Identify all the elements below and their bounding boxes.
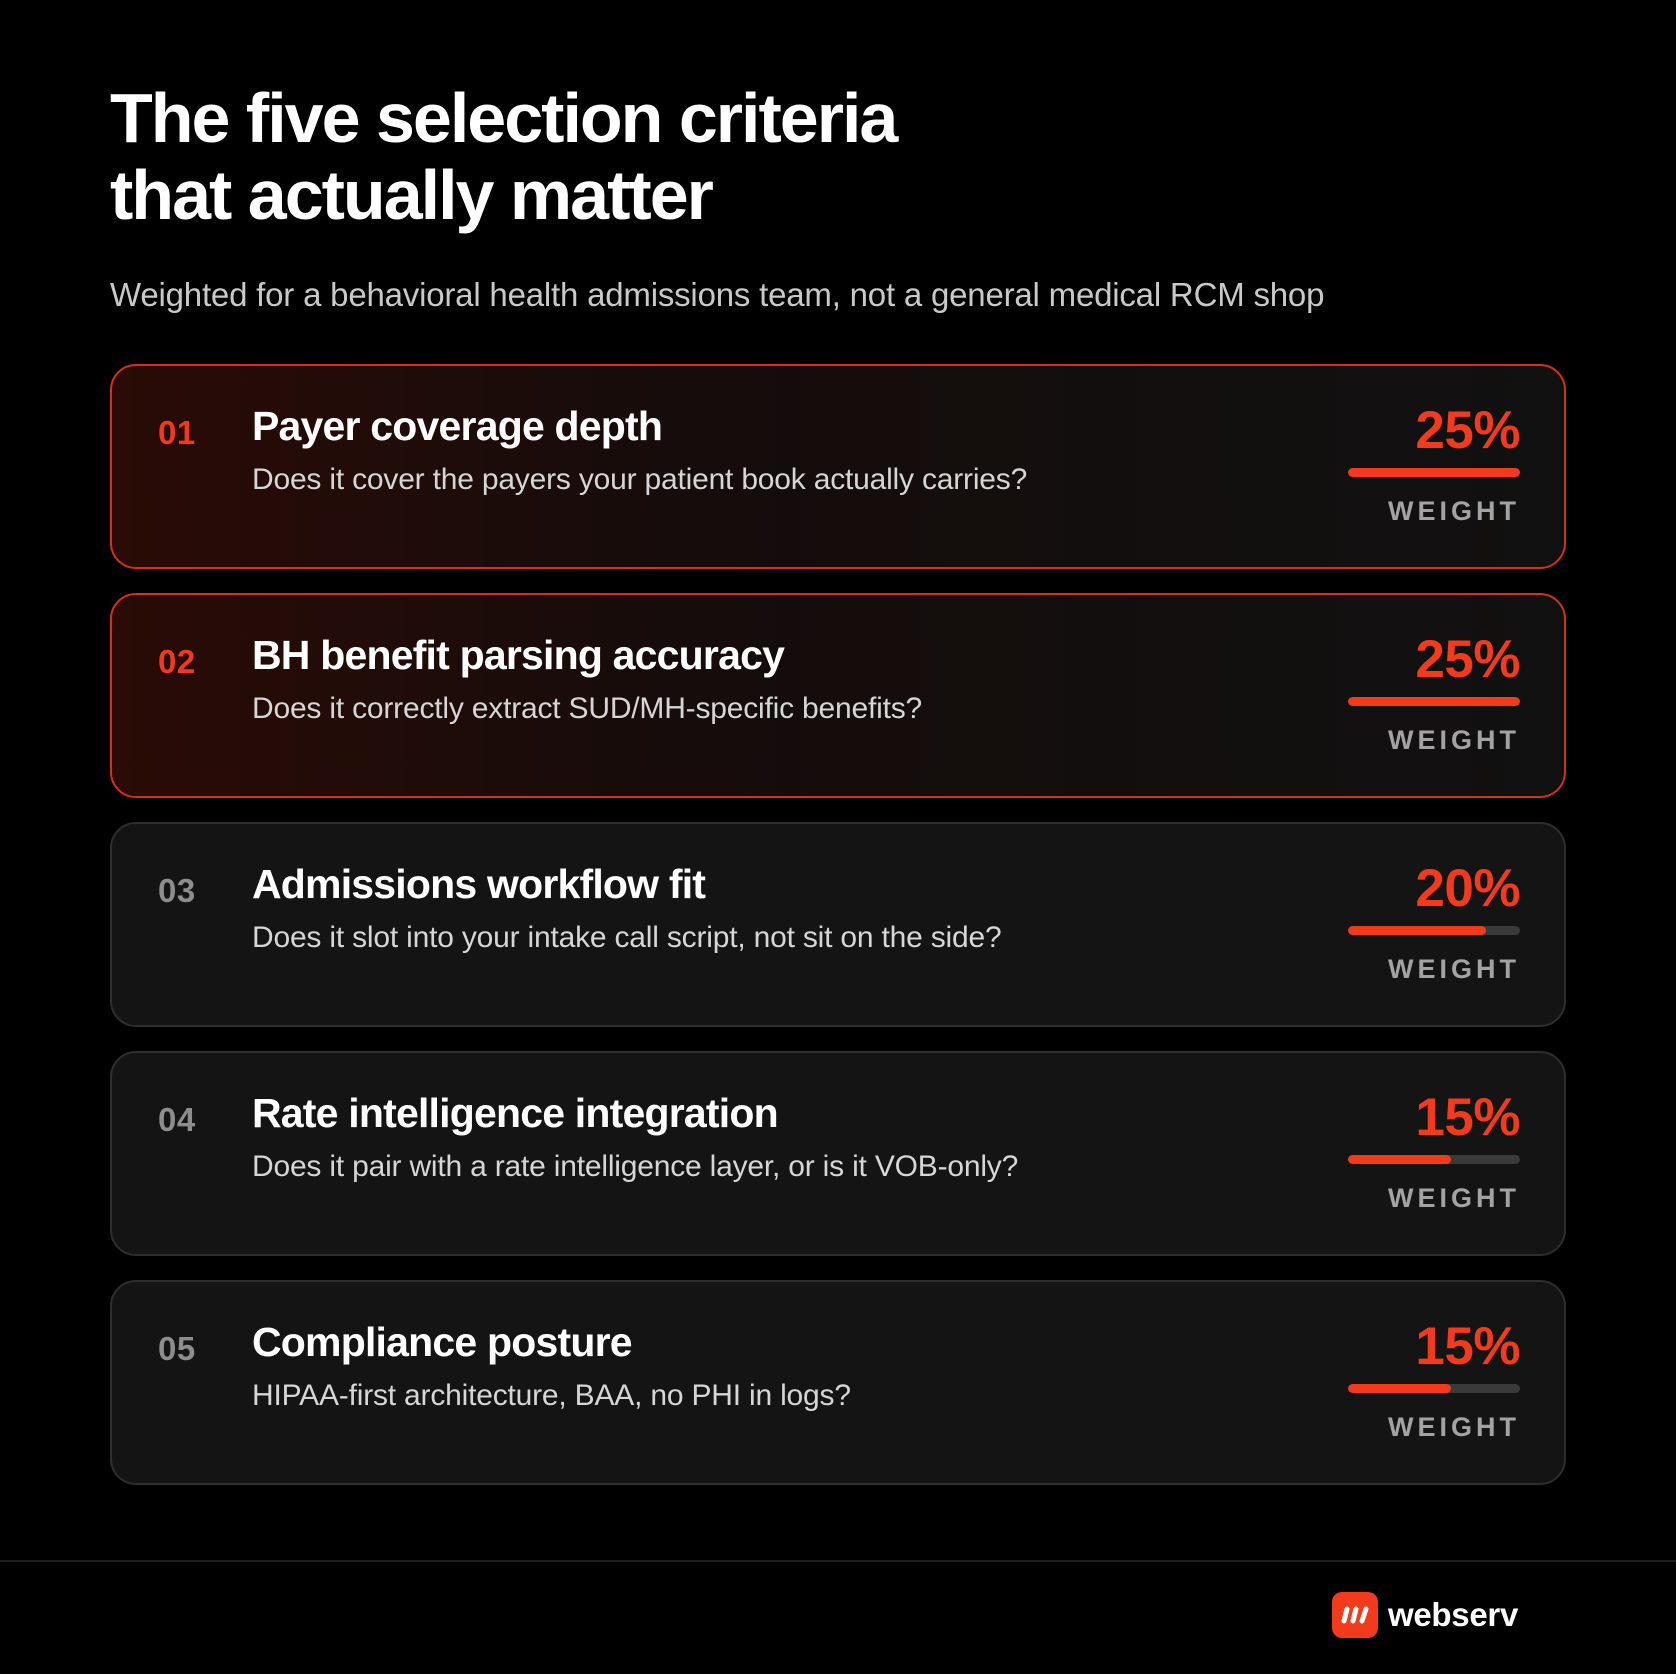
criterion-description: Does it pair with a rate intelligence la… <box>252 1150 1019 1183</box>
criterion-number: 01 <box>158 414 196 451</box>
footer-divider <box>0 1560 1676 1562</box>
weight-bar <box>1348 1384 1520 1393</box>
criterion-card: 02 BH benefit parsing accuracy Does it c… <box>110 593 1566 798</box>
weight-label: WEIGHT <box>1388 1412 1520 1442</box>
weight-bar-fill <box>1348 468 1520 477</box>
criterion-number: 02 <box>158 643 196 680</box>
weight-bar-fill <box>1348 1384 1452 1393</box>
weight-label: WEIGHT <box>1388 496 1520 526</box>
criterion-weight-percent: 15% <box>1415 1088 1520 1147</box>
title-line-2: that actually matter <box>110 156 714 234</box>
title-line-1: The five selection criteria <box>110 79 898 157</box>
criterion-description: Does it correctly extract SUD/MH-specifi… <box>252 692 923 725</box>
criterion-card: 04 Rate intelligence integration Does it… <box>110 1051 1566 1256</box>
criterion-title: Rate intelligence integration <box>252 1090 779 1136</box>
brand-name: webserv <box>1388 1596 1518 1633</box>
criterion-title: Compliance posture <box>252 1319 633 1365</box>
weight-label: WEIGHT <box>1388 954 1520 984</box>
criterion-card: 01 Payer coverage depth Does it cover th… <box>110 364 1566 569</box>
page-title: The five selection criteria that actuall… <box>110 79 898 234</box>
criterion-number: 04 <box>158 1101 196 1138</box>
criterion-card: 05 Compliance posture HIPAA-first archit… <box>110 1280 1566 1485</box>
weight-bar-fill <box>1348 1155 1452 1164</box>
brand-logo: webserv <box>1332 1592 1518 1638</box>
criteria-list: 01 Payer coverage depth Does it cover th… <box>110 364 1566 1509</box>
weight-bar-fill <box>1348 926 1486 935</box>
weight-bar <box>1348 697 1520 706</box>
criterion-number: 03 <box>158 872 196 909</box>
criterion-card: 03 Admissions workflow fit Does it slot … <box>110 822 1566 1027</box>
criterion-title: BH benefit parsing accuracy <box>252 632 785 678</box>
weight-bar <box>1348 926 1520 935</box>
page-subtitle: Weighted for a behavioral health admissi… <box>110 276 1325 313</box>
weight-bar <box>1348 468 1520 477</box>
criterion-weight-percent: 25% <box>1415 630 1520 689</box>
criterion-description: Does it slot into your intake call scrip… <box>252 921 1002 954</box>
criterion-title: Payer coverage depth <box>252 403 663 449</box>
weight-label: WEIGHT <box>1388 1183 1520 1213</box>
criterion-description: HIPAA-first architecture, BAA, no PHI in… <box>252 1379 851 1412</box>
weight-label: WEIGHT <box>1388 725 1520 755</box>
criterion-number: 05 <box>158 1330 196 1367</box>
weight-bar <box>1348 1155 1520 1164</box>
criterion-title: Admissions workflow fit <box>252 861 706 907</box>
criterion-weight-percent: 25% <box>1415 401 1520 460</box>
webserv-logo-icon <box>1332 1592 1379 1638</box>
criterion-weight-percent: 20% <box>1415 859 1520 918</box>
criterion-description: Does it cover the payers your patient bo… <box>252 463 1028 496</box>
criterion-weight-percent: 15% <box>1415 1317 1520 1376</box>
weight-bar-fill <box>1348 697 1520 706</box>
